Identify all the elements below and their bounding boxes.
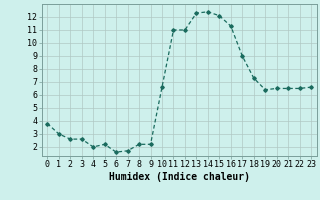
X-axis label: Humidex (Indice chaleur): Humidex (Indice chaleur) [109,172,250,182]
